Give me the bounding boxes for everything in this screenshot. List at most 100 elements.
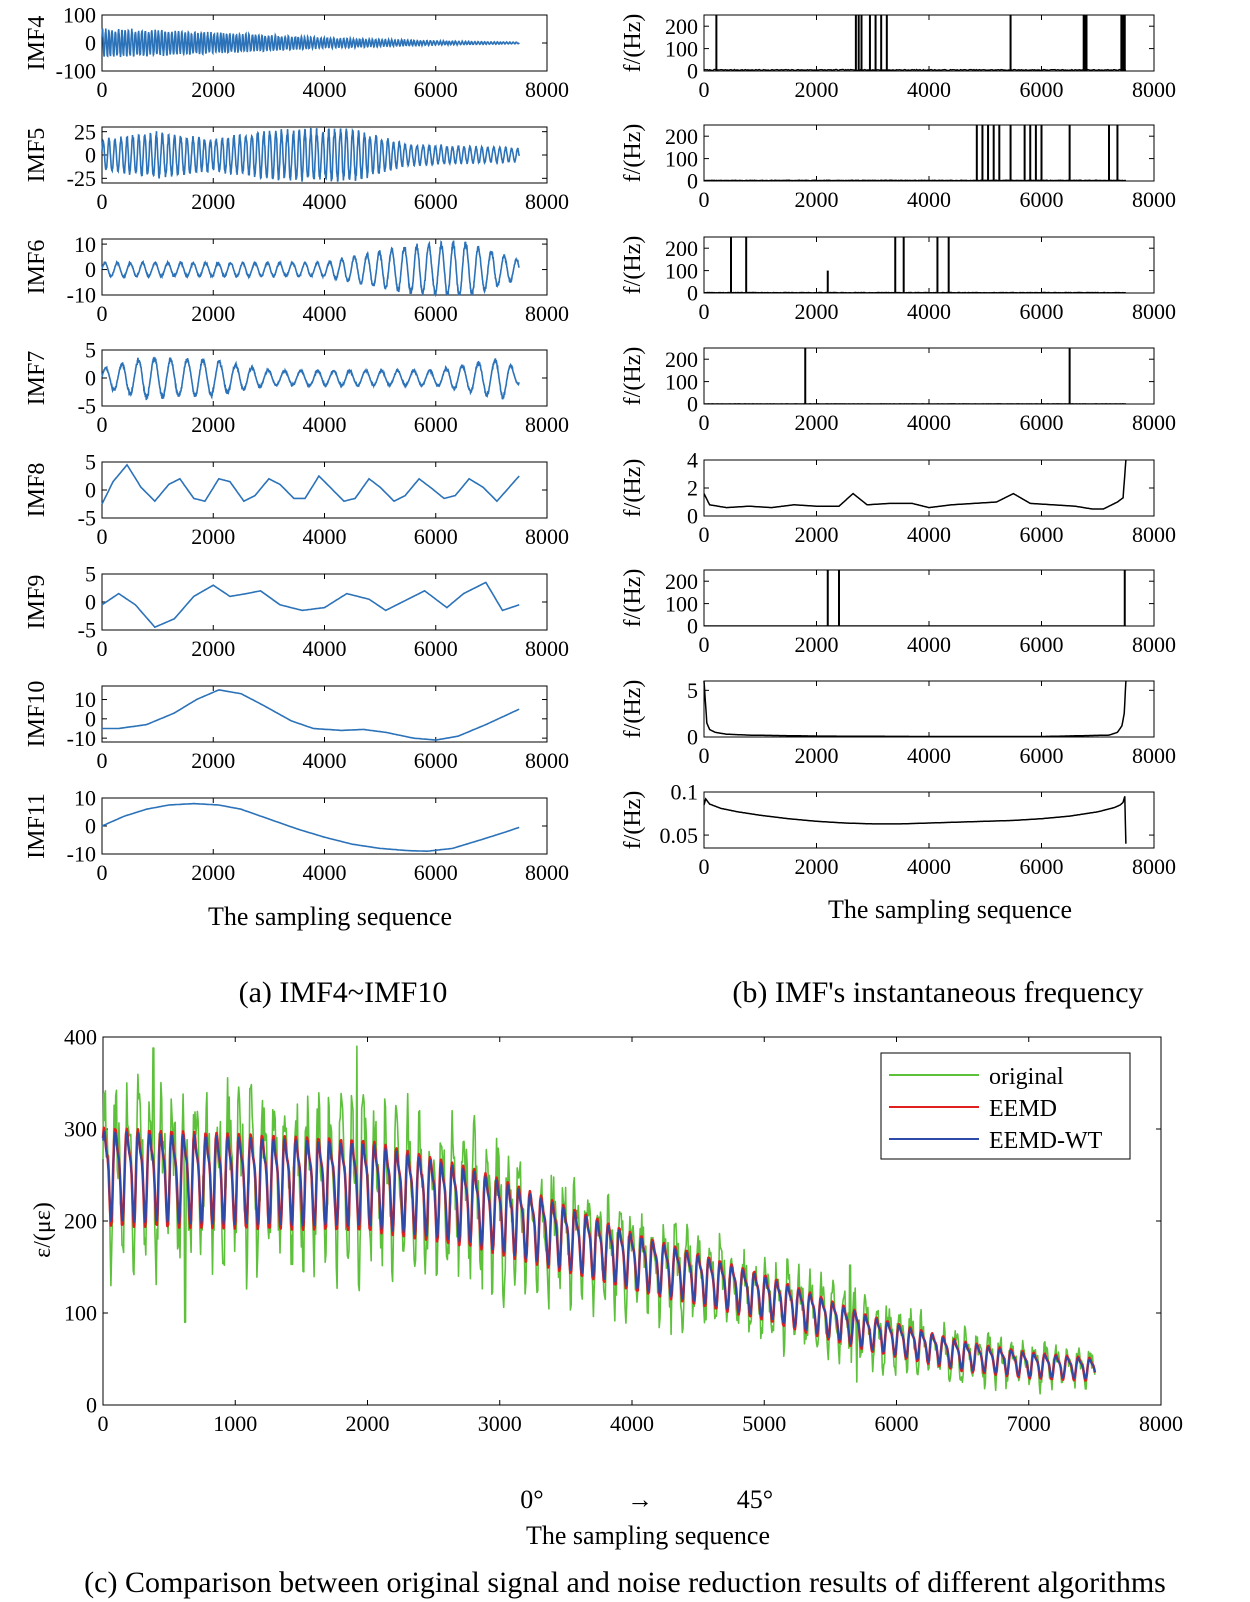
imf8-plot-xtick-label: 6000	[414, 524, 458, 549]
imf9-plot-xtick-label: 0	[97, 636, 108, 661]
comparison-ytick-label: 200	[64, 1209, 97, 1234]
imf9-plot-ytick-label: 5	[85, 562, 96, 587]
imf10-plot-xtick-label: 0	[97, 748, 108, 773]
imf11-plot-ytick-label: 10	[74, 786, 96, 811]
freq10-plot-ytick-label: 0	[687, 725, 698, 750]
freq5-plot-ytick-label: 100	[665, 146, 698, 171]
imf6-plot-ytick-label: 0	[85, 257, 96, 282]
legend-label-original: original	[989, 1064, 1064, 1090]
freq4-plot-xtick-label: 2000	[795, 77, 839, 102]
panel-c-caption: (c) Comparison between original signal a…	[84, 1566, 1166, 1599]
imf4-plot-ylabel: IMF4	[24, 16, 50, 71]
freq9-plot-xtick-label: 4000	[907, 632, 951, 657]
comparison-xtick-label: 7000	[1007, 1411, 1051, 1436]
imf11-plot-xtick-label: 0	[97, 860, 108, 885]
imf8-plot-ytick-label: -5	[78, 506, 96, 531]
freq5-plot-ytick-label: 0	[687, 169, 698, 194]
imf6-plot-ytick-label: -10	[67, 283, 96, 308]
freq4-plot-ytick-label: 0	[687, 59, 698, 84]
imf11-plot-ylabel: IMF11	[24, 793, 50, 859]
imf4-plot-ytick-label: -100	[56, 59, 96, 84]
comparison-xtick-label: 0	[98, 1411, 109, 1436]
freq9-plot-xtick-label: 8000	[1132, 632, 1176, 657]
imf7-plot-xtick-label: 8000	[525, 412, 569, 437]
imf4-plot-series-line	[101, 28, 520, 58]
series-eemd-wt-line	[102, 1130, 1096, 1380]
freq8-plot-xtick-label: 0	[699, 522, 710, 547]
imf4-plot-xtick-label: 6000	[414, 77, 458, 102]
freq8-plot-ytick-label: 2	[687, 476, 698, 501]
imf7-plot-xtick-label: 4000	[303, 412, 347, 437]
comparison-xtick-label: 5000	[742, 1411, 786, 1436]
freq6-plot-ytick-label: 200	[665, 236, 698, 261]
imf6-plot-xtick-label: 8000	[525, 301, 569, 326]
freq5-plot-xtick-label: 8000	[1132, 187, 1176, 212]
imf5-plot-ytick-label: 25	[74, 119, 96, 144]
panel-c-ylabel: ε/(με)	[30, 1202, 56, 1258]
imf7-plot-ytick-label: -5	[78, 394, 96, 419]
freq11-plot-xtick-label: 2000	[795, 854, 839, 879]
freq6-plot-xtick-label: 6000	[1020, 299, 1064, 324]
imf5-plot-ylabel: IMF5	[24, 128, 50, 183]
imf8-plot-ytick-label: 5	[85, 450, 96, 475]
panel-b-caption: (b) IMF's instantaneous frequency	[732, 976, 1143, 1009]
imf5-plot-xtick-label: 0	[97, 189, 108, 214]
freq6-plot-ylabel: f/(Hz)	[620, 236, 646, 295]
freq7-plot-ylabel: f/(Hz)	[620, 347, 646, 406]
imf6-plot-xtick-label: 2000	[191, 301, 235, 326]
freq11-plot: 0 2000 4000 6000 8000 0.1 0.05 f/(Hz)	[620, 780, 1176, 879]
freq10-plot-xtick-label: 4000	[907, 743, 951, 768]
imf10-plot-series-line	[102, 689, 520, 741]
imf10-plot-ytick-label: 10	[74, 687, 96, 712]
panel-c-comparison-plot: 0 1000 2000 3000 4000 5000 6000 7000 8000 0 100 200…	[64, 1025, 1183, 1436]
imf7-plot-series-line	[101, 356, 520, 401]
imf8-plot-ytick-label: 0	[85, 478, 96, 503]
freq4-plot-xtick-label: 6000	[1020, 77, 1064, 102]
comparison-xtick-label: 4000	[610, 1411, 654, 1436]
imf9-plot-xtick-label: 4000	[303, 636, 347, 661]
imf8-plot-xtick-label: 2000	[191, 524, 235, 549]
freq6-plot-xtick-label: 8000	[1132, 299, 1176, 324]
freq7-plot-xtick-label: 0	[699, 410, 710, 435]
imf10-plot-ylabel: IMF10	[24, 681, 50, 748]
comparison-xtick-label: 8000	[1139, 1411, 1183, 1436]
comparison-ytick-label: 0	[86, 1393, 97, 1418]
imf5-plot-ytick-label: 0	[85, 143, 96, 168]
imf4-plot-xtick-label: 4000	[303, 77, 347, 102]
imf11-plot-xtick-label: 6000	[414, 860, 458, 885]
freq10-plot-xtick-label: 6000	[1020, 743, 1064, 768]
freq11-plot-ylabel: f/(Hz)	[620, 791, 646, 850]
freq8-plot-ytick-label: 4	[687, 448, 698, 473]
imf7-plot-ytick-label: 5	[85, 338, 96, 363]
legend: original EEMD EEMD-WT	[880, 1052, 1131, 1160]
freq9-plot-ylabel: f/(Hz)	[620, 569, 646, 628]
imf4-plot-xtick-label: 0	[97, 77, 108, 102]
angle-arrow: →	[627, 1485, 653, 1514]
imf4-plot-xtick-label: 2000	[191, 77, 235, 102]
freq11-plot-xtick-label: 6000	[1020, 854, 1064, 879]
imf7-plot-xtick-label: 6000	[414, 412, 458, 437]
freq10-plot-xtick-label: 8000	[1132, 743, 1176, 768]
imf10-plot-xtick-label: 6000	[414, 748, 458, 773]
freq9-plot-ytick-label: 0	[687, 614, 698, 639]
imf4-plot-xtick-label: 8000	[525, 77, 569, 102]
freq5-plot-xtick-label: 2000	[795, 187, 839, 212]
angle-start: 0°	[520, 1485, 543, 1514]
legend-label-eemd-wt: EEMD-WT	[989, 1128, 1103, 1154]
comparison-ytick-label: 100	[64, 1301, 97, 1326]
comparison-xtick-label: 3000	[478, 1411, 522, 1436]
imf9-plot-ylabel: IMF9	[24, 575, 50, 630]
panel-c-xlabel: The sampling sequence	[526, 1521, 770, 1550]
imf9-plot-xtick-label: 6000	[414, 636, 458, 661]
freq7-plot-xtick-label: 2000	[795, 410, 839, 435]
freq4-plot-xtick-label: 4000	[907, 77, 951, 102]
freq9-plot-xtick-label: 6000	[1020, 632, 1064, 657]
freq7-plot-ytick-label: 0	[687, 392, 698, 417]
freq4-plot-ytick-label: 200	[665, 14, 698, 39]
freq11-plot-ytick-label: 0.05	[660, 823, 699, 848]
